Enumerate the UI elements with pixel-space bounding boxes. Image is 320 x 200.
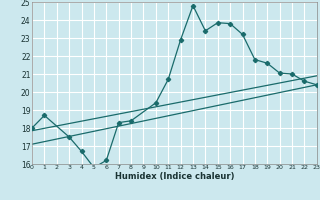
- X-axis label: Humidex (Indice chaleur): Humidex (Indice chaleur): [115, 172, 234, 181]
